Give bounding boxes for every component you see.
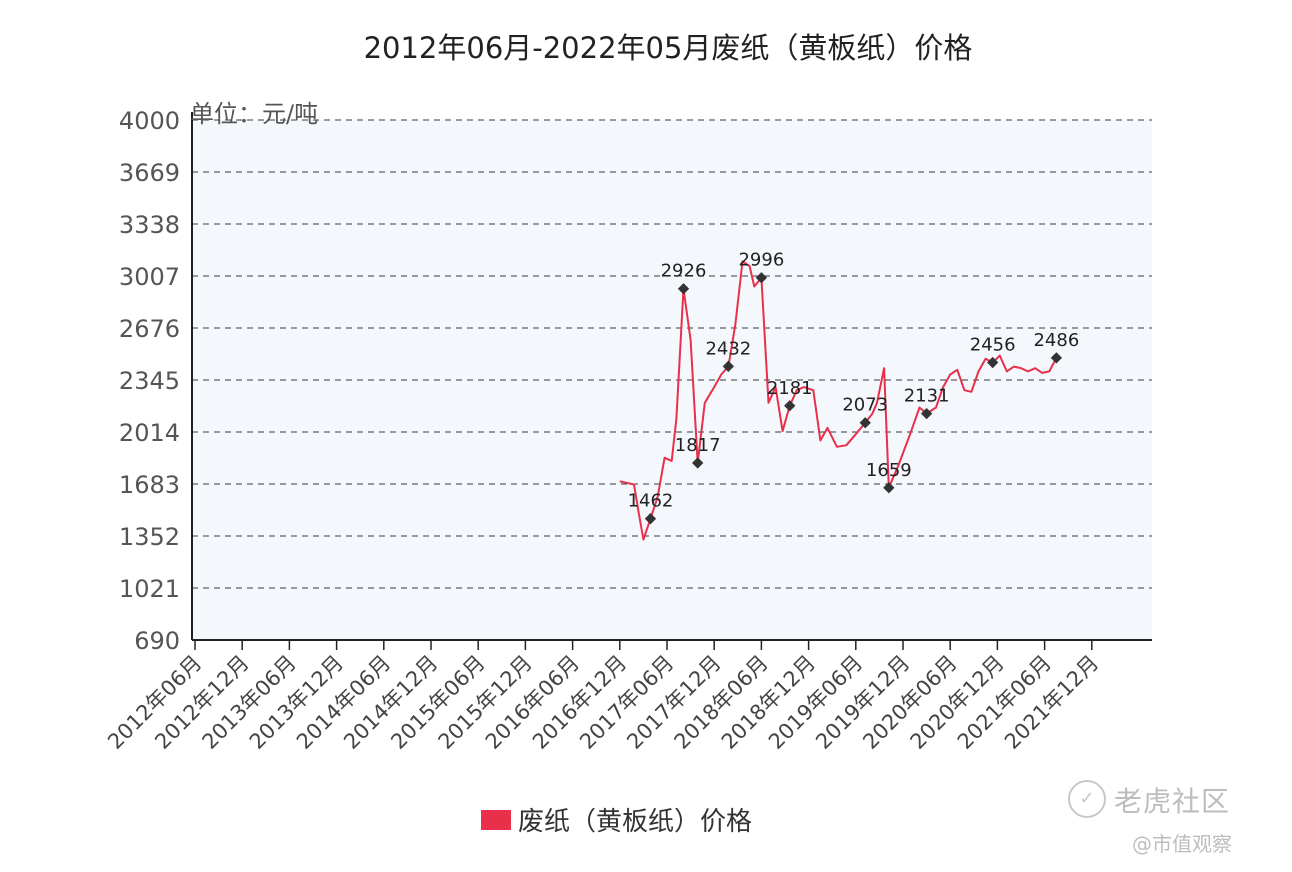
y-tick-label: 1352 — [119, 523, 180, 551]
y-tick-label: 1683 — [119, 471, 180, 499]
y-tick-label: 2014 — [119, 419, 180, 447]
data-point-marker — [1050, 352, 1063, 364]
data-label: 1462 — [628, 491, 674, 512]
y-tick-label: 1021 — [119, 575, 180, 603]
data-label: 2073 — [842, 395, 888, 416]
y-tick-label: 2345 — [119, 367, 180, 395]
data-point-marker — [920, 407, 933, 420]
data-label: 1659 — [866, 460, 912, 481]
data-label: 1817 — [675, 435, 721, 456]
data-point-marker — [644, 513, 657, 525]
legend-label: 废纸（黄板纸）价格 — [518, 807, 752, 837]
data-point-marker — [784, 400, 796, 412]
unit-label: 单位：元/吨 — [190, 100, 318, 128]
data-label: 2181 — [767, 378, 813, 399]
data-point-marker — [692, 457, 704, 469]
data-label: 2432 — [705, 338, 751, 359]
y-tick-label: 3338 — [119, 211, 180, 239]
data-label: 2996 — [738, 250, 784, 271]
y-tick-label: 690 — [134, 627, 180, 655]
data-label: 2486 — [1033, 330, 1079, 351]
watermark-logo-icon: ✓ — [1068, 780, 1106, 818]
watermark-brand: 老虎社区 — [1114, 785, 1231, 818]
y-tick-label: 3669 — [119, 159, 180, 187]
y-tick-label: 2676 — [119, 315, 180, 343]
series-line — [619, 260, 1058, 541]
y-tick-label: 3007 — [119, 263, 180, 291]
data-point-marker — [987, 356, 999, 369]
y-tick-label: 4000 — [119, 107, 180, 135]
legend-swatch — [481, 810, 511, 830]
watermark-sub: @市值观察 — [1132, 832, 1232, 856]
data-label: 2456 — [970, 335, 1016, 356]
watermark: ✓ 老虎社区 @市值观察 — [1068, 780, 1268, 860]
data-point-marker — [755, 272, 768, 284]
data-label: 2131 — [904, 386, 950, 407]
data-point-marker — [883, 482, 895, 494]
data-point-marker — [859, 417, 871, 429]
data-point-marker — [722, 360, 735, 372]
data-point-marker — [677, 283, 690, 295]
chart-title: 2012年06月-2022年05月废纸（黄板纸）价格 — [364, 31, 973, 65]
data-label: 2926 — [661, 261, 707, 282]
